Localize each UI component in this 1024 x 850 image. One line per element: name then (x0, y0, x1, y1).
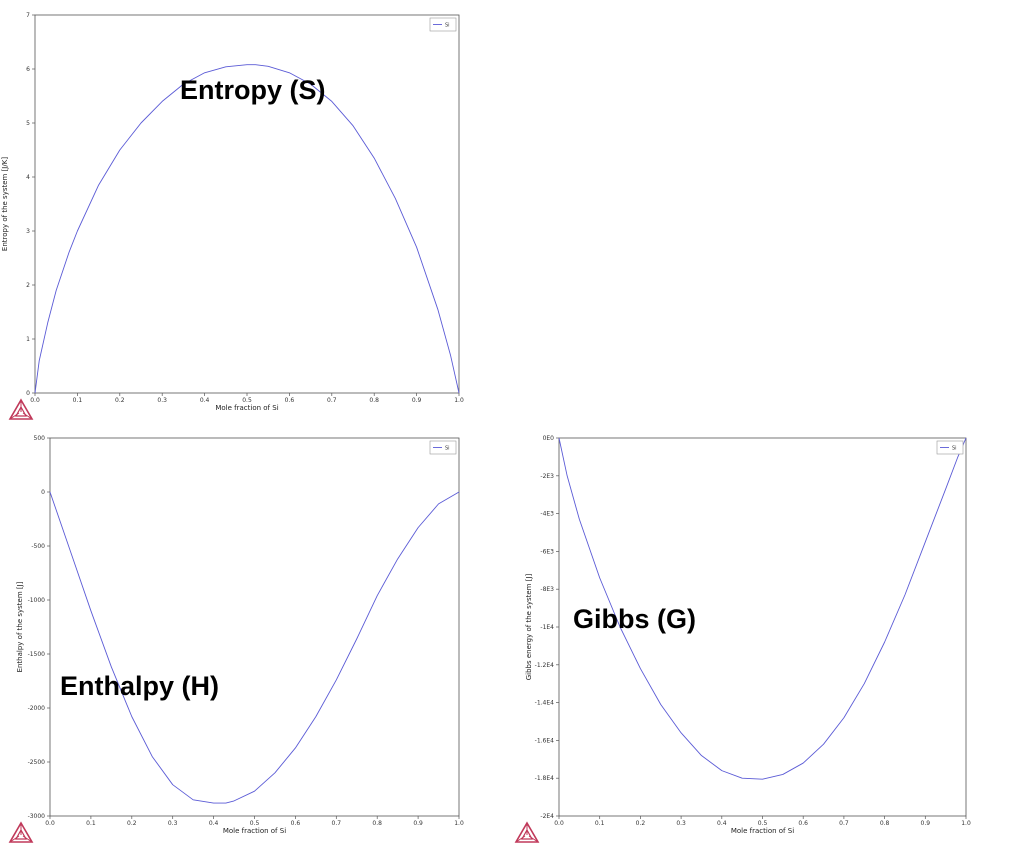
legend-box (429, 17, 457, 32)
x-tick-label: 0.4 (200, 397, 210, 404)
chart-annotation-enthalpy: Enthalpy (H) (60, 671, 219, 701)
logo-line (9, 835, 20, 843)
logo-line (22, 412, 33, 420)
series-line-si (49, 491, 460, 804)
legend-entry: Si (445, 23, 450, 29)
x-tick-label: 0.4 (209, 820, 219, 827)
y-tick-label: -2000 (28, 705, 46, 712)
x-tick-label: 0.2 (127, 820, 137, 827)
chart-entropy: 0.0 0.1 0.2 0.3 0.4 0.5 0.6 0.7 0.8 0.9 1.0 0 1 2 3 4 5 6… (1, 12, 464, 412)
x-tick-label: 0.2 (636, 820, 646, 827)
y-tick-label: 0 (41, 489, 45, 496)
y-tick-label: -2E4 (540, 813, 554, 820)
y-tick-label: -3000 (28, 813, 46, 820)
y-tick-label: -1.2E4 (535, 662, 554, 669)
x-axis-title: Mole fraction of Si (215, 404, 278, 412)
y-tick-label: -1E4 (540, 624, 554, 631)
x-tick-label: 0.7 (327, 397, 337, 404)
x-tick-label: 0.0 (45, 820, 55, 827)
chart-enthalpy: 0.0 0.1 0.2 0.3 0.4 0.5 0.6 0.7 0.8 0.9 1.0 500 0 -50… (16, 435, 464, 835)
y-tick-label: -2E3 (540, 473, 554, 480)
x-tick-label: 0.6 (291, 820, 301, 827)
x-tick-label: 0.0 (554, 820, 564, 827)
logo-line (22, 835, 33, 843)
x-tick-label: 0.7 (839, 820, 849, 827)
y-tick-label: 0 (26, 390, 30, 397)
x-tick-label: 0.0 (30, 397, 40, 404)
x-tick-label: 0.9 (921, 820, 931, 827)
x-tick-label: 0.1 (73, 397, 83, 404)
y-tick-label: -500 (31, 543, 45, 550)
y-tick-label: -1.6E4 (535, 737, 554, 744)
x-tick-label: 0.8 (372, 820, 382, 827)
legend-box (936, 440, 964, 455)
x-tick-label: 0.1 (86, 820, 96, 827)
chart-annotation-gibbs: Gibbs (G) (573, 604, 696, 634)
x-tick-label: 0.3 (157, 397, 167, 404)
y-tick-label: -8E3 (540, 586, 554, 593)
x-tick-label: 1.0 (961, 820, 971, 827)
x-tick-label: 1.0 (454, 820, 464, 827)
chart-gibbs: 0.0 0.1 0.2 0.3 0.4 0.5 0.6 0.7 0.8 0.9 1.0 0E0 -2E3… (525, 435, 971, 835)
y-tick-label: -6E3 (540, 548, 554, 555)
y-tick-label: 3 (26, 228, 30, 235)
legend-entry: Si (445, 446, 450, 452)
x-tick-label: 0.7 (332, 820, 342, 827)
x-tick-label: 0.5 (242, 397, 252, 404)
logo-inner-triangle (520, 828, 534, 840)
x-tick-label: 1.0 (454, 397, 464, 404)
y-tick-label: 500 (34, 435, 46, 442)
y-tick-label: -1.4E4 (535, 700, 554, 707)
x-tick-label: 0.2 (115, 397, 125, 404)
logo-inner-triangle (14, 405, 28, 417)
y-axis-title: Enthalpy of the system [J] (16, 581, 24, 672)
y-axis-title: Entropy of the system [J/K] (1, 157, 9, 251)
y-tick-label: -2500 (28, 759, 46, 766)
y-tick-label: -4E3 (540, 511, 554, 518)
logo-inner-triangle (14, 828, 28, 840)
y-axis-title: Gibbs energy of the system [J] (525, 573, 533, 680)
x-tick-label: 0.5 (250, 820, 260, 827)
y-tick-label: 7 (26, 12, 30, 19)
logo-triangle (514, 821, 540, 843)
logo-icon-entropy (8, 398, 34, 420)
logo-icon-gibbs (514, 821, 540, 843)
x-tick-label: 0.9 (412, 397, 422, 404)
y-tick-label: 1 (26, 336, 30, 343)
legend-entry: Si (952, 446, 957, 452)
y-tick-label: 4 (26, 174, 30, 181)
y-tick-label: 2 (26, 282, 30, 289)
x-tick-label: 0.4 (717, 820, 727, 827)
logo-line (528, 835, 539, 843)
logo-line (9, 412, 20, 420)
x-tick-label: 0.3 (676, 820, 686, 827)
x-tick-label: 0.8 (880, 820, 890, 827)
logo-triangle (8, 821, 34, 843)
series-line-si (34, 64, 460, 394)
y-tick-label: -1000 (28, 597, 46, 604)
y-tick-label: 5 (26, 120, 30, 127)
logo-icon-enthalpy (8, 821, 34, 843)
plot-frame (34, 14, 460, 394)
y-tick-label: -1500 (28, 651, 46, 658)
y-tick-label: 6 (26, 66, 30, 73)
x-tick-label: 0.1 (595, 820, 605, 827)
x-tick-label: 0.5 (758, 820, 768, 827)
y-tick-label: -1.8E4 (535, 775, 554, 782)
x-tick-label: 0.8 (369, 397, 379, 404)
x-tick-label: 0.9 (413, 820, 423, 827)
x-axis-title: Mole fraction of Si (731, 827, 794, 835)
logo-line (515, 835, 526, 843)
legend-box (429, 440, 457, 455)
x-tick-label: 0.6 (798, 820, 808, 827)
y-tick-label: 0E0 (543, 435, 555, 442)
x-axis-title: Mole fraction of Si (223, 827, 286, 835)
x-tick-label: 0.3 (168, 820, 178, 827)
chart-annotation-entropy: Entropy (S) (180, 75, 326, 105)
x-tick-label: 0.6 (285, 397, 295, 404)
plot-frame (49, 437, 460, 817)
logo-triangle (8, 398, 34, 420)
